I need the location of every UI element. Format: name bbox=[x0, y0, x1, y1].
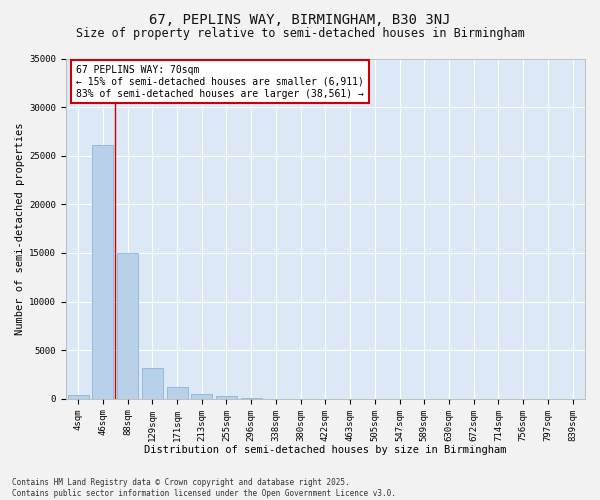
Bar bbox=[117, 253, 138, 399]
X-axis label: Distribution of semi-detached houses by size in Birmingham: Distribution of semi-detached houses by … bbox=[144, 445, 506, 455]
Bar bbox=[167, 387, 188, 399]
Text: Size of property relative to semi-detached houses in Birmingham: Size of property relative to semi-detach… bbox=[76, 28, 524, 40]
Text: 67, PEPLINS WAY, BIRMINGHAM, B30 3NJ: 67, PEPLINS WAY, BIRMINGHAM, B30 3NJ bbox=[149, 12, 451, 26]
Bar bbox=[92, 145, 113, 399]
Y-axis label: Number of semi-detached properties: Number of semi-detached properties bbox=[15, 122, 25, 335]
Bar bbox=[241, 398, 262, 399]
Bar bbox=[191, 394, 212, 399]
Text: Contains HM Land Registry data © Crown copyright and database right 2025.
Contai: Contains HM Land Registry data © Crown c… bbox=[12, 478, 396, 498]
Bar bbox=[142, 368, 163, 399]
Text: 67 PEPLINS WAY: 70sqm
← 15% of semi-detached houses are smaller (6,911)
83% of s: 67 PEPLINS WAY: 70sqm ← 15% of semi-deta… bbox=[76, 66, 364, 98]
Bar bbox=[216, 396, 237, 399]
Bar bbox=[68, 396, 89, 399]
